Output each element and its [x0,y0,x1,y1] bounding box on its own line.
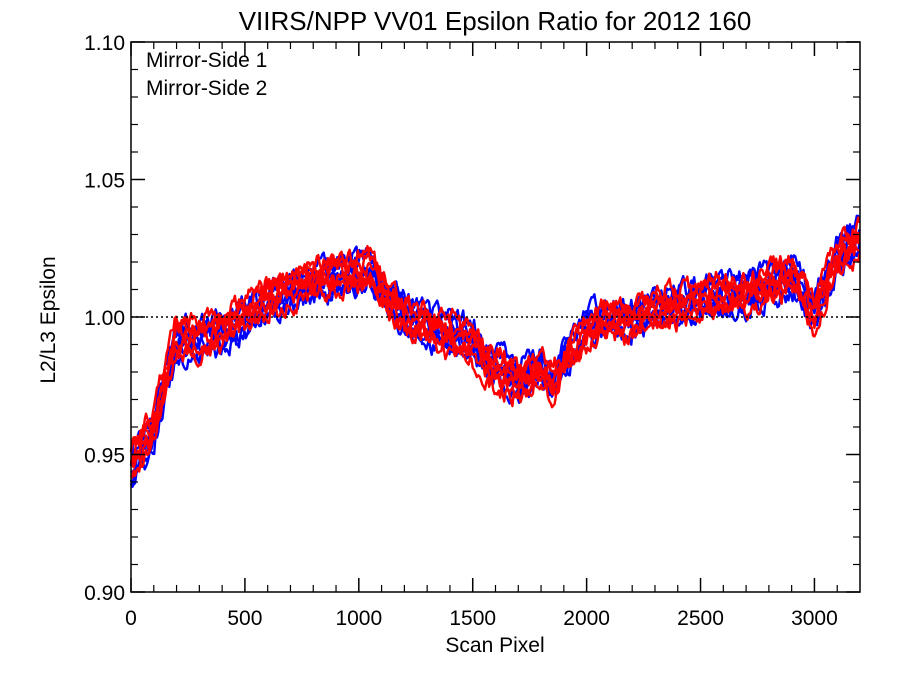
legend-entry-mirror-side-2: Mirror-Side 2 [146,77,267,100]
x-tick-label: 2500 [677,607,724,630]
plot-curves [129,214,861,488]
legend: Mirror-Side 1 Mirror-Side 2 [146,49,267,100]
y-axis-label: L2/L3 Epsilon [37,256,60,383]
x-tick-label: 500 [227,607,262,630]
x-tick-label: 1000 [335,607,382,630]
x-axis-label: Scan Pixel [445,634,544,657]
series-1-curve-1 [129,242,861,488]
chart-title: VIIRS/NPP VV01 Epsilon Ratio for 2012 16… [239,6,752,36]
x-tick-label: 2000 [563,607,610,630]
x-tick-label: 3000 [791,607,838,630]
y-tick-label: 1.05 [84,170,125,193]
x-tick-label: 1500 [449,607,496,630]
legend-entry-mirror-side-1: Mirror-Side 1 [146,49,267,72]
y-tick-label: 1.00 [84,307,125,330]
axis-ticks [130,41,860,593]
series-2-curve-4 [130,233,861,464]
x-tick-label: 0 [125,607,137,630]
series-2-curve-5 [130,231,861,447]
axis-tick-labels: 0 500 1000 1500 2000 2500 3000 0.90 0.95 1.00 1.05… [84,32,838,630]
y-tick-label: 1.10 [84,32,125,55]
series-2-curve-6 [129,216,861,453]
series-2-line [129,216,861,479]
series-1-line [129,214,861,488]
y-tick-label: 0.90 [84,582,125,605]
y-tick-label: 0.95 [84,445,125,468]
